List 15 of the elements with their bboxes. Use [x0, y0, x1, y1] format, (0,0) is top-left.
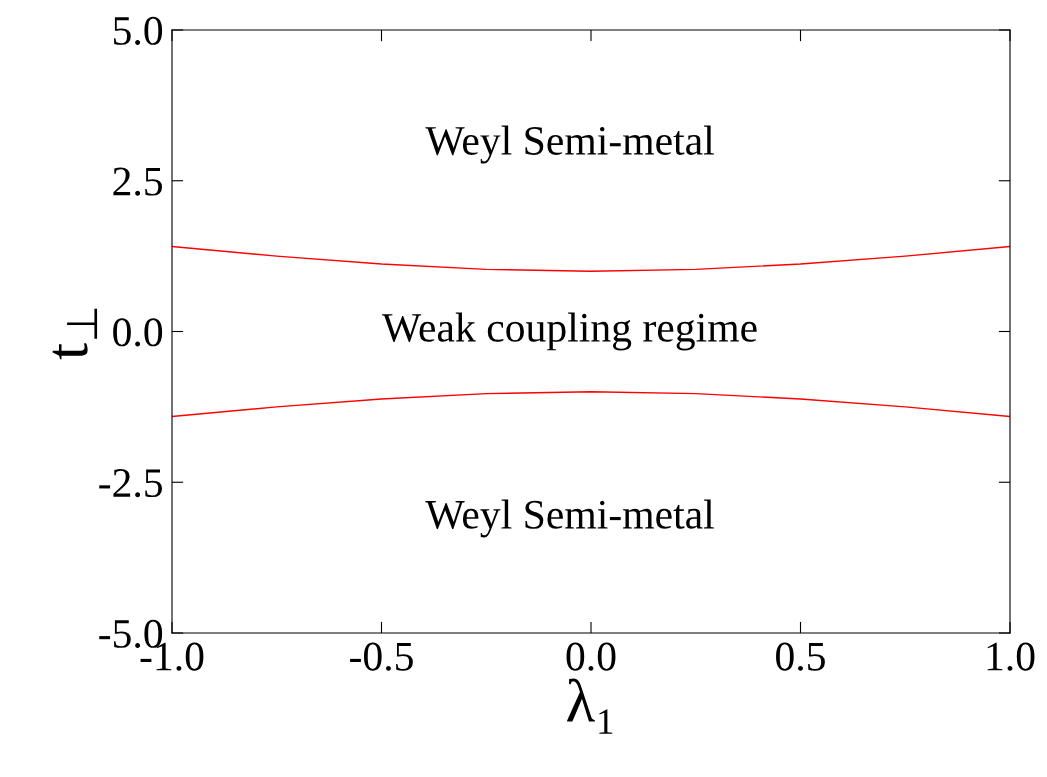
y-tick-label: -2.5: [99, 469, 163, 498]
annotation: Weyl Semi-metal: [425, 125, 714, 164]
y-tick-label: 5.0: [114, 16, 163, 46]
annotation: Weak coupling regime: [382, 312, 757, 351]
annotation: Weyl Semi-metal: [425, 499, 714, 538]
y-tick-label: 2.5: [113, 167, 163, 196]
x-axis-title: λ₁: [567, 678, 613, 734]
y-tick-label: 0.0: [113, 318, 163, 347]
x-tick-label: 0.0: [566, 642, 616, 671]
x-tick-label: 1.0: [987, 642, 1035, 671]
x-tick-label: -0.5: [350, 642, 413, 671]
y-axis-title: t$_{⊥}$: [52, 308, 98, 360]
x-tick-label: 0.5: [776, 642, 825, 671]
line-series: [172, 245, 1010, 272]
line-series: [172, 391, 1010, 418]
